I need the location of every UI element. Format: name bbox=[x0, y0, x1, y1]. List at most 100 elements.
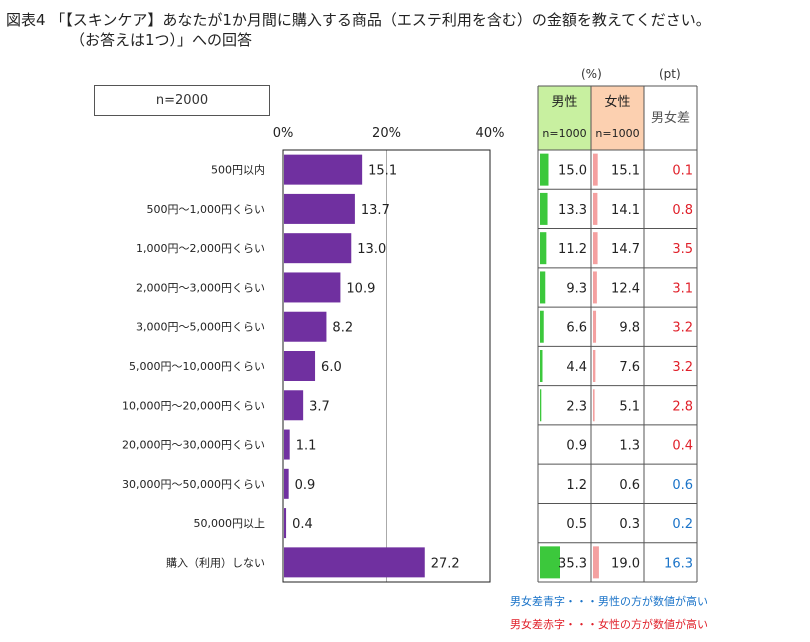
female-mini-bar bbox=[593, 350, 596, 382]
male-mini-bar bbox=[540, 232, 547, 265]
female-value: 19.0 bbox=[611, 556, 640, 571]
diff-value: 0.4 bbox=[672, 439, 693, 454]
bar bbox=[284, 468, 289, 499]
diff-value: 0.6 bbox=[672, 478, 693, 493]
bar bbox=[284, 351, 316, 381]
female-value: 0.6 bbox=[619, 478, 640, 493]
male-value: 4.4 bbox=[566, 360, 587, 375]
male-value: 6.6 bbox=[566, 321, 587, 336]
x-tick-label: 20% bbox=[372, 126, 401, 141]
category-label: 2,000円～3,000円くらい bbox=[136, 281, 265, 294]
bar-value-label: 0.4 bbox=[292, 517, 313, 532]
diff-value: 3.2 bbox=[672, 360, 693, 375]
male-value: 15.0 bbox=[558, 164, 587, 179]
category-label: 3,000円～5,000円くらい bbox=[136, 321, 265, 334]
title-line-2: （お答えは1つ）」への回答 bbox=[70, 31, 253, 49]
diff-value: 3.5 bbox=[672, 242, 693, 257]
male-mini-bar bbox=[540, 310, 544, 343]
female-value: 15.1 bbox=[611, 164, 640, 179]
category-label: 30,000円～50,000円くらい bbox=[122, 478, 265, 491]
male-mini-bar bbox=[540, 546, 560, 579]
chart-title: 図表4 「【スキンケア】あなたが1か月間に購入する商品（エステ利用を含む）の金額… bbox=[6, 10, 711, 50]
diff-value: 3.1 bbox=[672, 281, 693, 296]
bar bbox=[284, 193, 355, 224]
diff-header-label: 男女差 bbox=[651, 110, 690, 126]
female-header-cell bbox=[591, 86, 644, 150]
female-value: 12.4 bbox=[611, 281, 640, 296]
female-mini-bar bbox=[593, 546, 599, 579]
title-line-1: 図表4 「【スキンケア】あなたが1か月間に購入する商品（エステ利用を含む）の金額… bbox=[6, 11, 711, 29]
category-label: 5,000円～10,000円くらい bbox=[129, 360, 265, 373]
percent-unit-label: (%) bbox=[581, 67, 602, 81]
male-value: 0.5 bbox=[566, 517, 587, 532]
female-value: 9.8 bbox=[619, 321, 640, 336]
bar bbox=[284, 272, 341, 303]
female-n-label: n=1000 bbox=[595, 127, 639, 140]
category-label: 1,000円～2,000円くらい bbox=[136, 242, 265, 255]
bar-value-label: 13.0 bbox=[357, 242, 386, 257]
bar-value-label: 1.1 bbox=[296, 439, 317, 454]
category-label: 10,000円～20,000円くらい bbox=[122, 399, 265, 412]
sample-size-box: n=2000 bbox=[94, 85, 270, 116]
bar-value-label: 27.2 bbox=[431, 556, 460, 571]
male-value: 0.9 bbox=[566, 439, 587, 454]
male-value: 11.2 bbox=[558, 242, 587, 257]
diff-value: 0.1 bbox=[672, 164, 693, 179]
bar bbox=[284, 508, 287, 539]
bar-value-label: 10.9 bbox=[346, 281, 375, 296]
male-value: 35.3 bbox=[558, 556, 587, 571]
category-label: 購入（利用）しない bbox=[166, 555, 265, 569]
female-value: 14.1 bbox=[611, 203, 640, 218]
male-value: 9.3 bbox=[566, 281, 587, 296]
male-value: 13.3 bbox=[558, 203, 587, 218]
female-mini-bar bbox=[593, 153, 598, 186]
pt-unit-label: (pt) bbox=[659, 67, 681, 81]
female-mini-bar bbox=[593, 192, 598, 225]
bar-value-label: 13.7 bbox=[361, 203, 390, 218]
bar bbox=[284, 311, 327, 342]
female-mini-bar bbox=[593, 310, 597, 343]
x-tick-label: 0% bbox=[273, 126, 294, 141]
category-label: 500円～1,000円くらい bbox=[147, 203, 266, 216]
category-label: 20,000円～30,000円くらい bbox=[122, 439, 265, 452]
bar bbox=[284, 154, 363, 185]
male-value: 2.3 bbox=[566, 399, 587, 414]
male-mini-bar bbox=[540, 153, 549, 186]
female-value: 7.6 bbox=[619, 360, 640, 375]
male-mini-bar bbox=[540, 192, 548, 225]
male-header-label: 男性 bbox=[551, 95, 577, 110]
bar-value-label: 0.9 bbox=[295, 478, 316, 493]
plot-frame bbox=[282, 149, 491, 583]
category-label: 500円以内 bbox=[211, 163, 265, 177]
female-value: 14.7 bbox=[611, 242, 640, 257]
legend-red-note: 男女差赤字・・・女性の方が数値が高い bbox=[510, 618, 708, 631]
male-mini-bar bbox=[540, 271, 546, 304]
male-value: 1.2 bbox=[566, 478, 587, 493]
female-value: 1.3 bbox=[619, 439, 640, 454]
female-mini-bar bbox=[593, 271, 597, 304]
diff-value: 3.2 bbox=[672, 321, 693, 336]
bar bbox=[284, 429, 290, 460]
male-header-cell bbox=[538, 86, 591, 150]
female-value: 0.3 bbox=[619, 517, 640, 532]
female-header-label: 女性 bbox=[604, 94, 630, 110]
bar-value-label: 6.0 bbox=[321, 360, 342, 375]
bar-value-label: 3.7 bbox=[309, 399, 330, 414]
female-value: 5.1 bbox=[619, 399, 640, 414]
bar bbox=[284, 547, 425, 578]
diff-value: 0.2 bbox=[672, 517, 693, 532]
diff-value: 2.8 bbox=[672, 399, 693, 414]
bar bbox=[284, 233, 352, 264]
female-mini-bar bbox=[593, 232, 598, 265]
bar-value-label: 15.1 bbox=[368, 164, 397, 179]
female-mini-bar bbox=[593, 389, 595, 422]
diff-value: 16.3 bbox=[664, 556, 693, 571]
male-mini-bar bbox=[540, 389, 542, 422]
bar bbox=[284, 390, 304, 421]
diff-value: 0.8 bbox=[672, 203, 693, 218]
male-mini-bar bbox=[540, 350, 543, 382]
category-label: 50,000円以上 bbox=[194, 517, 266, 530]
male-n-label: n=1000 bbox=[542, 127, 586, 140]
legend-blue-note: 男女差青字・・・男性の方が数値が高い bbox=[510, 595, 708, 608]
